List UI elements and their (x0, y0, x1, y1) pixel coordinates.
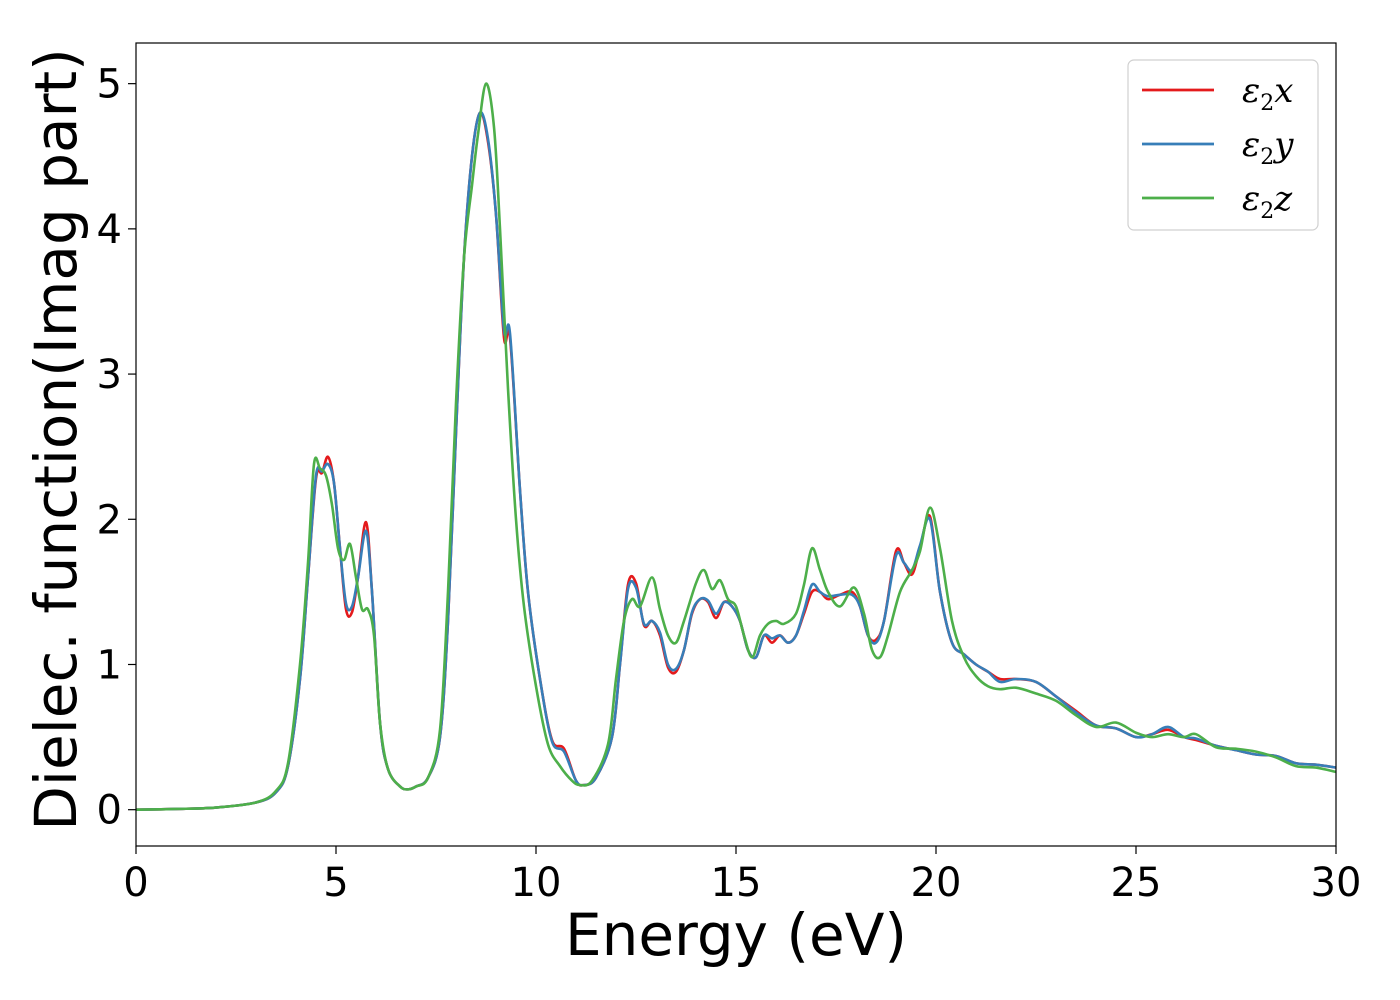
x-axis-title: Energy (eV) (565, 901, 907, 969)
x-tick-label: 20 (911, 860, 962, 906)
x-tick-label: 25 (1111, 860, 1162, 906)
y-axis-title: Dielec. function(Imag part) (22, 48, 90, 831)
legend-label-y: ε2y (1242, 125, 1294, 170)
legend-label-z: ε2z (1242, 179, 1293, 224)
legend-label-x: ε2x (1242, 71, 1293, 116)
y-tick-label: 2 (97, 497, 122, 543)
y-axis-ticks: 0 1 2 3 4 5 (97, 62, 136, 834)
x-tick-label: 15 (711, 860, 762, 906)
x-tick-label: 0 (123, 860, 148, 906)
y-tick-label: 5 (97, 62, 122, 108)
legend: ε2x ε2y ε2z (1127, 59, 1319, 231)
legend-box (1127, 59, 1319, 231)
series-line-z (135, 82, 1337, 811)
x-axis-ticks: 0 5 10 15 20 25 30 (123, 846, 1361, 906)
y-tick-label: 1 (97, 642, 122, 688)
x-tick-label: 30 (1311, 860, 1362, 906)
y-tick-label: 3 (97, 352, 122, 398)
x-tick-label: 5 (323, 860, 348, 906)
series-layer (135, 82, 1337, 811)
series-line-y (135, 110, 1337, 811)
y-tick-label: 0 (97, 788, 122, 834)
x-tick-label: 10 (511, 860, 562, 906)
y-tick-label: 4 (97, 207, 122, 253)
